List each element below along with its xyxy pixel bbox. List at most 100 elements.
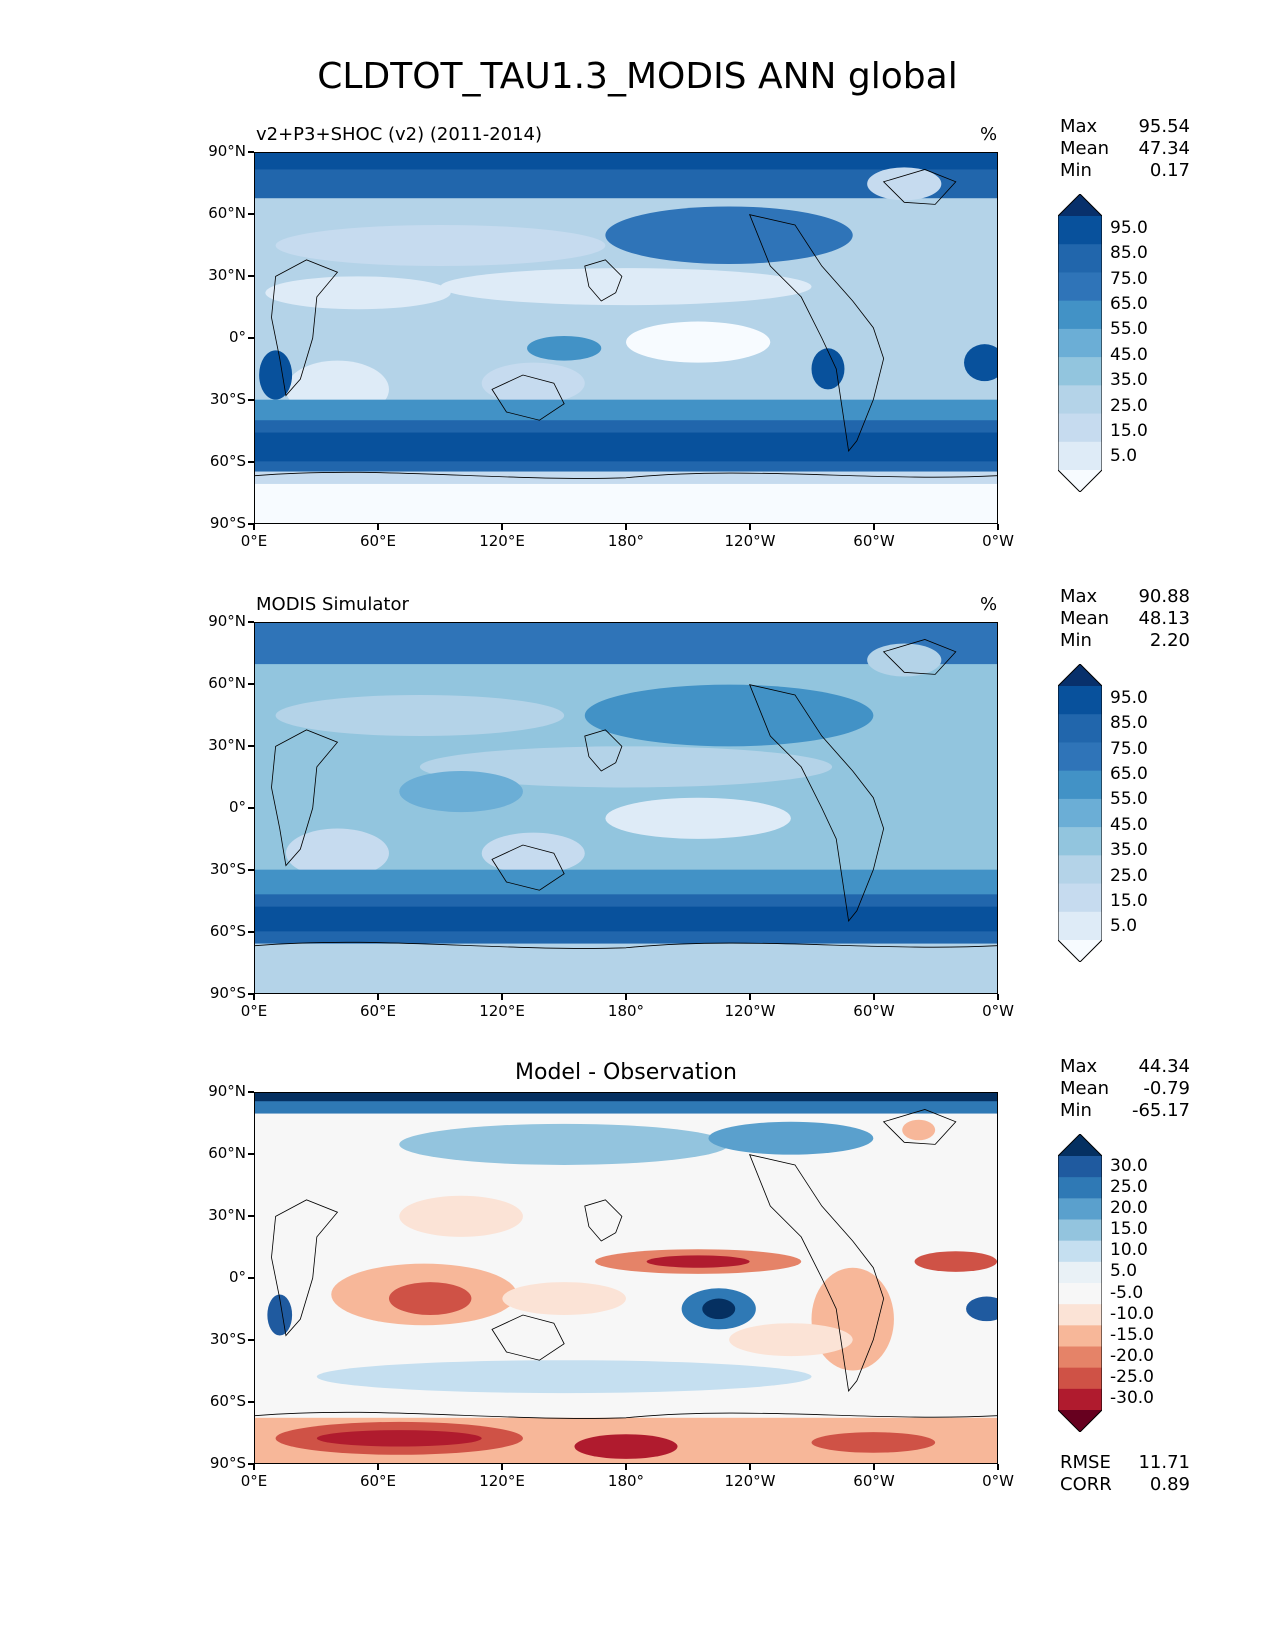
error-stats-block: RMSE 11.71 CORR 0.89 <box>1060 1452 1190 1496</box>
lat-tick-label: 30°N <box>208 1206 246 1224</box>
colorbar-segment <box>1058 1134 1102 1156</box>
lon-tick-label: 120°E <box>479 1472 525 1490</box>
colorbar <box>1058 1134 1102 1432</box>
lon-tick-label: 120°E <box>479 1002 525 1020</box>
lat-tick-label: 60°S <box>209 922 246 940</box>
stat-row: Mean 47.34 <box>1060 138 1190 160</box>
colorbar-tick-label: 5.0 <box>1110 1261 1138 1282</box>
colorbar-tick-label: 25.0 <box>1110 865 1148 886</box>
lat-tick <box>248 1277 254 1279</box>
colorbar-segment <box>1058 686 1102 715</box>
lat-tick <box>248 745 254 747</box>
lat-tick-label: 0° <box>228 1268 246 1286</box>
lon-tick-label: 0°W <box>982 1002 1014 1020</box>
stat-value: -65.17 <box>1131 1100 1190 1121</box>
colorbar-segment <box>1058 244 1102 273</box>
colorbar-segment <box>1058 272 1102 302</box>
colorbar-segment <box>1058 1388 1102 1411</box>
lon-tick <box>253 994 255 1000</box>
lat-tick-label: 60°N <box>208 674 246 692</box>
lon-tick-label: 120°W <box>724 1002 776 1020</box>
lon-tick <box>873 524 875 530</box>
colorbar-segment <box>1058 855 1102 885</box>
lon-tick-label: 120°W <box>724 1472 776 1490</box>
lat-tick-label: 60°S <box>209 1392 246 1410</box>
stat-label: Max <box>1060 116 1098 137</box>
lon-tick <box>997 994 999 1000</box>
colorbar-tick-label: 85.0 <box>1110 243 1148 264</box>
lon-tick <box>997 1464 999 1470</box>
stat-label: Max <box>1060 1056 1098 1077</box>
stat-row: Max 90.88 <box>1060 586 1190 608</box>
stat-row: RMSE 11.71 <box>1060 1452 1190 1474</box>
colorbar-segment <box>1058 1219 1102 1242</box>
lon-tick <box>873 994 875 1000</box>
panel-title: Model - Observation <box>515 1060 737 1085</box>
stat-label: Min <box>1060 1100 1092 1121</box>
lon-tick-label: 0°E <box>240 532 268 550</box>
colorbar-tick-label: 25.0 <box>1110 395 1148 416</box>
colorbar-tick-label: 10.0 <box>1110 1240 1148 1261</box>
lat-tick <box>248 1401 254 1403</box>
lat-tick <box>248 275 254 277</box>
colorbar-tick-label: -10.0 <box>1110 1303 1154 1324</box>
stat-value: -0.79 <box>1143 1078 1190 1099</box>
lat-tick <box>248 1153 254 1155</box>
lon-tick-label: 60°E <box>359 532 397 550</box>
map-model <box>254 152 998 524</box>
colorbar-segment <box>1058 1325 1102 1347</box>
lon-tick-label: 180° <box>607 532 645 550</box>
colorbar-tick-label: -15.0 <box>1110 1324 1154 1345</box>
colorbar <box>1058 664 1102 962</box>
lat-tick <box>248 461 254 463</box>
lat-tick-label: 30°S <box>209 1330 246 1348</box>
colorbar-tick-label: 20.0 <box>1110 1197 1148 1218</box>
colorbar-segment <box>1058 714 1102 743</box>
colorbar-segment <box>1058 1240 1102 1263</box>
colorbar-tick-label: 15.0 <box>1110 890 1148 911</box>
lat-tick-label: 90°N <box>208 142 246 160</box>
colorbar-segment <box>1058 194 1102 216</box>
lat-tick-label: 30°N <box>208 736 246 754</box>
colorbar-segment <box>1058 742 1102 772</box>
map-field <box>255 623 997 993</box>
lat-tick <box>248 807 254 809</box>
stat-label: Max <box>1060 586 1098 607</box>
stat-value: 2.20 <box>1149 630 1190 651</box>
lon-tick <box>749 1464 751 1470</box>
stat-value: 0.17 <box>1149 160 1190 181</box>
colorbar-tick-label: -20.0 <box>1110 1346 1154 1367</box>
lon-tick-label: 60°W <box>853 1472 895 1490</box>
figure-title: CLDTOT_TAU1.3_MODIS ANN global <box>317 56 958 97</box>
lon-tick-label: 120°E <box>479 532 525 550</box>
lon-tick-label: 0°W <box>982 1472 1014 1490</box>
colorbar-tick-label: 75.0 <box>1110 738 1148 759</box>
lat-tick <box>248 621 254 623</box>
lat-tick <box>248 151 254 153</box>
stat-value: 48.13 <box>1138 608 1190 629</box>
lon-tick-label: 120°W <box>724 532 776 550</box>
lon-tick-label: 60°E <box>359 1472 397 1490</box>
colorbar-segment <box>1058 1367 1102 1390</box>
lat-tick-label: 30°S <box>209 390 246 408</box>
colorbar-segment <box>1058 1346 1102 1369</box>
colorbar-tick-label: 85.0 <box>1110 713 1148 734</box>
colorbar-segment <box>1058 385 1102 415</box>
lon-tick <box>501 1464 503 1470</box>
colorbar-tick-label: -25.0 <box>1110 1367 1154 1388</box>
lon-tick-label: 0°E <box>240 1002 268 1020</box>
colorbar-tick-label: 55.0 <box>1110 319 1148 340</box>
lat-tick <box>248 523 254 525</box>
lat-tick-label: 90°S <box>209 1454 246 1472</box>
colorbar-segment <box>1058 1304 1102 1326</box>
lat-tick-label: 90°S <box>209 514 246 532</box>
lon-tick <box>501 524 503 530</box>
colorbar-tick-label: 65.0 <box>1110 763 1148 784</box>
colorbar-segment <box>1058 441 1102 471</box>
colorbar-segment <box>1058 940 1102 962</box>
lat-tick <box>248 1091 254 1093</box>
stats-block: Max 44.34 Mean -0.79 Min -65.17 <box>1060 1056 1190 1122</box>
map-difference <box>254 1092 998 1464</box>
colorbar-tick-label: 35.0 <box>1110 370 1148 391</box>
lon-tick-label: 180° <box>607 1002 645 1020</box>
